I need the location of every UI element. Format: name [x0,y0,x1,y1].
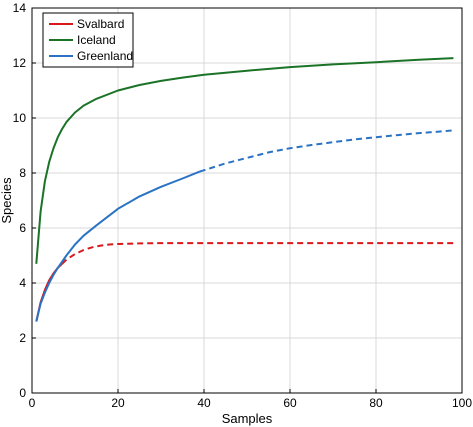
x-tick-label: 20 [111,396,125,410]
x-tick-label: 0 [29,396,36,410]
y-axis-title: Species [0,177,14,224]
y-tick-label: 2 [19,331,26,345]
y-tick-label: 14 [13,1,27,15]
series-line-greenland-extrapolated [199,129,454,173]
y-tick-label: 12 [13,56,27,70]
series-line-greenland [35,170,201,322]
series-layer [35,57,454,322]
legend-label-svalbard: Svalbard [77,17,124,31]
legend-label-iceland: Iceland [77,33,116,47]
y-tick-label: 0 [19,386,26,400]
x-tick-label: 60 [283,396,297,410]
series-line-iceland [35,57,454,264]
x-tick-label: 40 [197,396,211,410]
legend-label-greenland: Greenland [77,49,133,63]
plot-frame [31,7,463,394]
y-tick-label: 10 [13,111,27,125]
ticks: 0 20 40 60 80 100 0 2 4 6 8 10 12 14 [13,1,473,410]
y-tick-label: 4 [19,276,26,290]
x-tick-label: 80 [369,396,383,410]
grid [32,8,462,393]
x-tick-label: 100 [452,396,472,410]
y-tick-label: 8 [19,166,26,180]
legend: Svalbard Iceland Greenland [42,12,134,68]
x-axis-title: Samples [222,411,273,426]
y-tick-label: 6 [19,221,26,235]
plot-background [32,8,462,393]
